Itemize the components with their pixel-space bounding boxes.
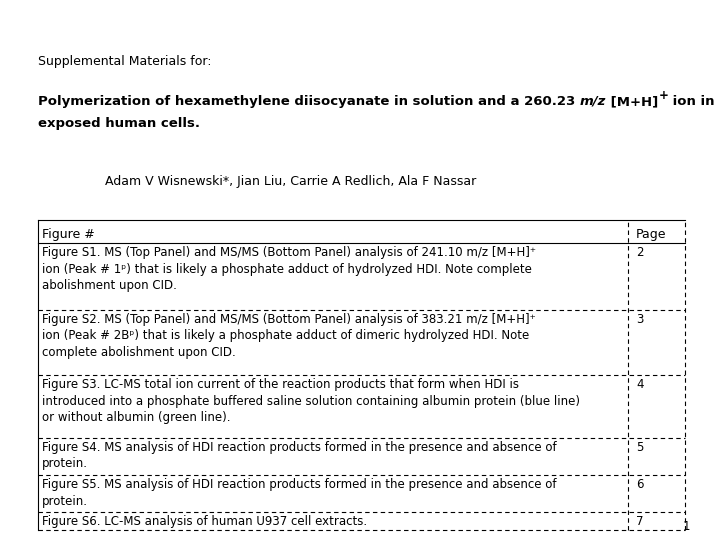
- Text: 3: 3: [636, 313, 644, 326]
- Text: ion in: ion in: [668, 95, 715, 108]
- Text: +: +: [659, 89, 668, 102]
- Text: Figure S4. MS analysis of HDI reaction products formed in the presence and absen: Figure S4. MS analysis of HDI reaction p…: [42, 441, 557, 470]
- Text: 4: 4: [636, 378, 644, 391]
- Text: Polymerization of hexamethylene diisocyanate in solution and a 260.23: Polymerization of hexamethylene diisocya…: [38, 95, 580, 108]
- Text: Figure S2. MS (Top Panel) and MS/MS (Bottom Panel) analysis of 383.21 m/z [M+H]⁺: Figure S2. MS (Top Panel) and MS/MS (Bot…: [42, 313, 536, 359]
- Text: Figure S3. LC-MS total ion current of the reaction products that form when HDI i: Figure S3. LC-MS total ion current of th…: [42, 378, 580, 424]
- Text: Figure S5. MS analysis of HDI reaction products formed in the presence and absen: Figure S5. MS analysis of HDI reaction p…: [42, 478, 557, 508]
- Text: Adam V Wisnewski*, Jian Liu, Carrie A Redlich, Ala F Nassar: Adam V Wisnewski*, Jian Liu, Carrie A Re…: [105, 175, 476, 188]
- Text: 2: 2: [636, 246, 644, 259]
- Text: Figure S1. MS (Top Panel) and MS/MS (Bottom Panel) analysis of 241.10 m/z [M+H]⁺: Figure S1. MS (Top Panel) and MS/MS (Bot…: [42, 246, 536, 292]
- Text: 5: 5: [636, 441, 644, 454]
- Text: m/z: m/z: [580, 95, 606, 108]
- Text: Supplemental Materials for:: Supplemental Materials for:: [38, 55, 212, 68]
- Text: [M+H]: [M+H]: [606, 95, 659, 108]
- Text: 1: 1: [683, 520, 690, 533]
- Text: Figure S6. LC-MS analysis of human U937 cell extracts.: Figure S6. LC-MS analysis of human U937 …: [42, 515, 367, 528]
- Text: exposed human cells.: exposed human cells.: [38, 117, 200, 130]
- Text: 7: 7: [636, 515, 644, 528]
- Text: Figure #: Figure #: [42, 228, 95, 241]
- Text: 6: 6: [636, 478, 644, 491]
- Text: Page: Page: [636, 228, 667, 241]
